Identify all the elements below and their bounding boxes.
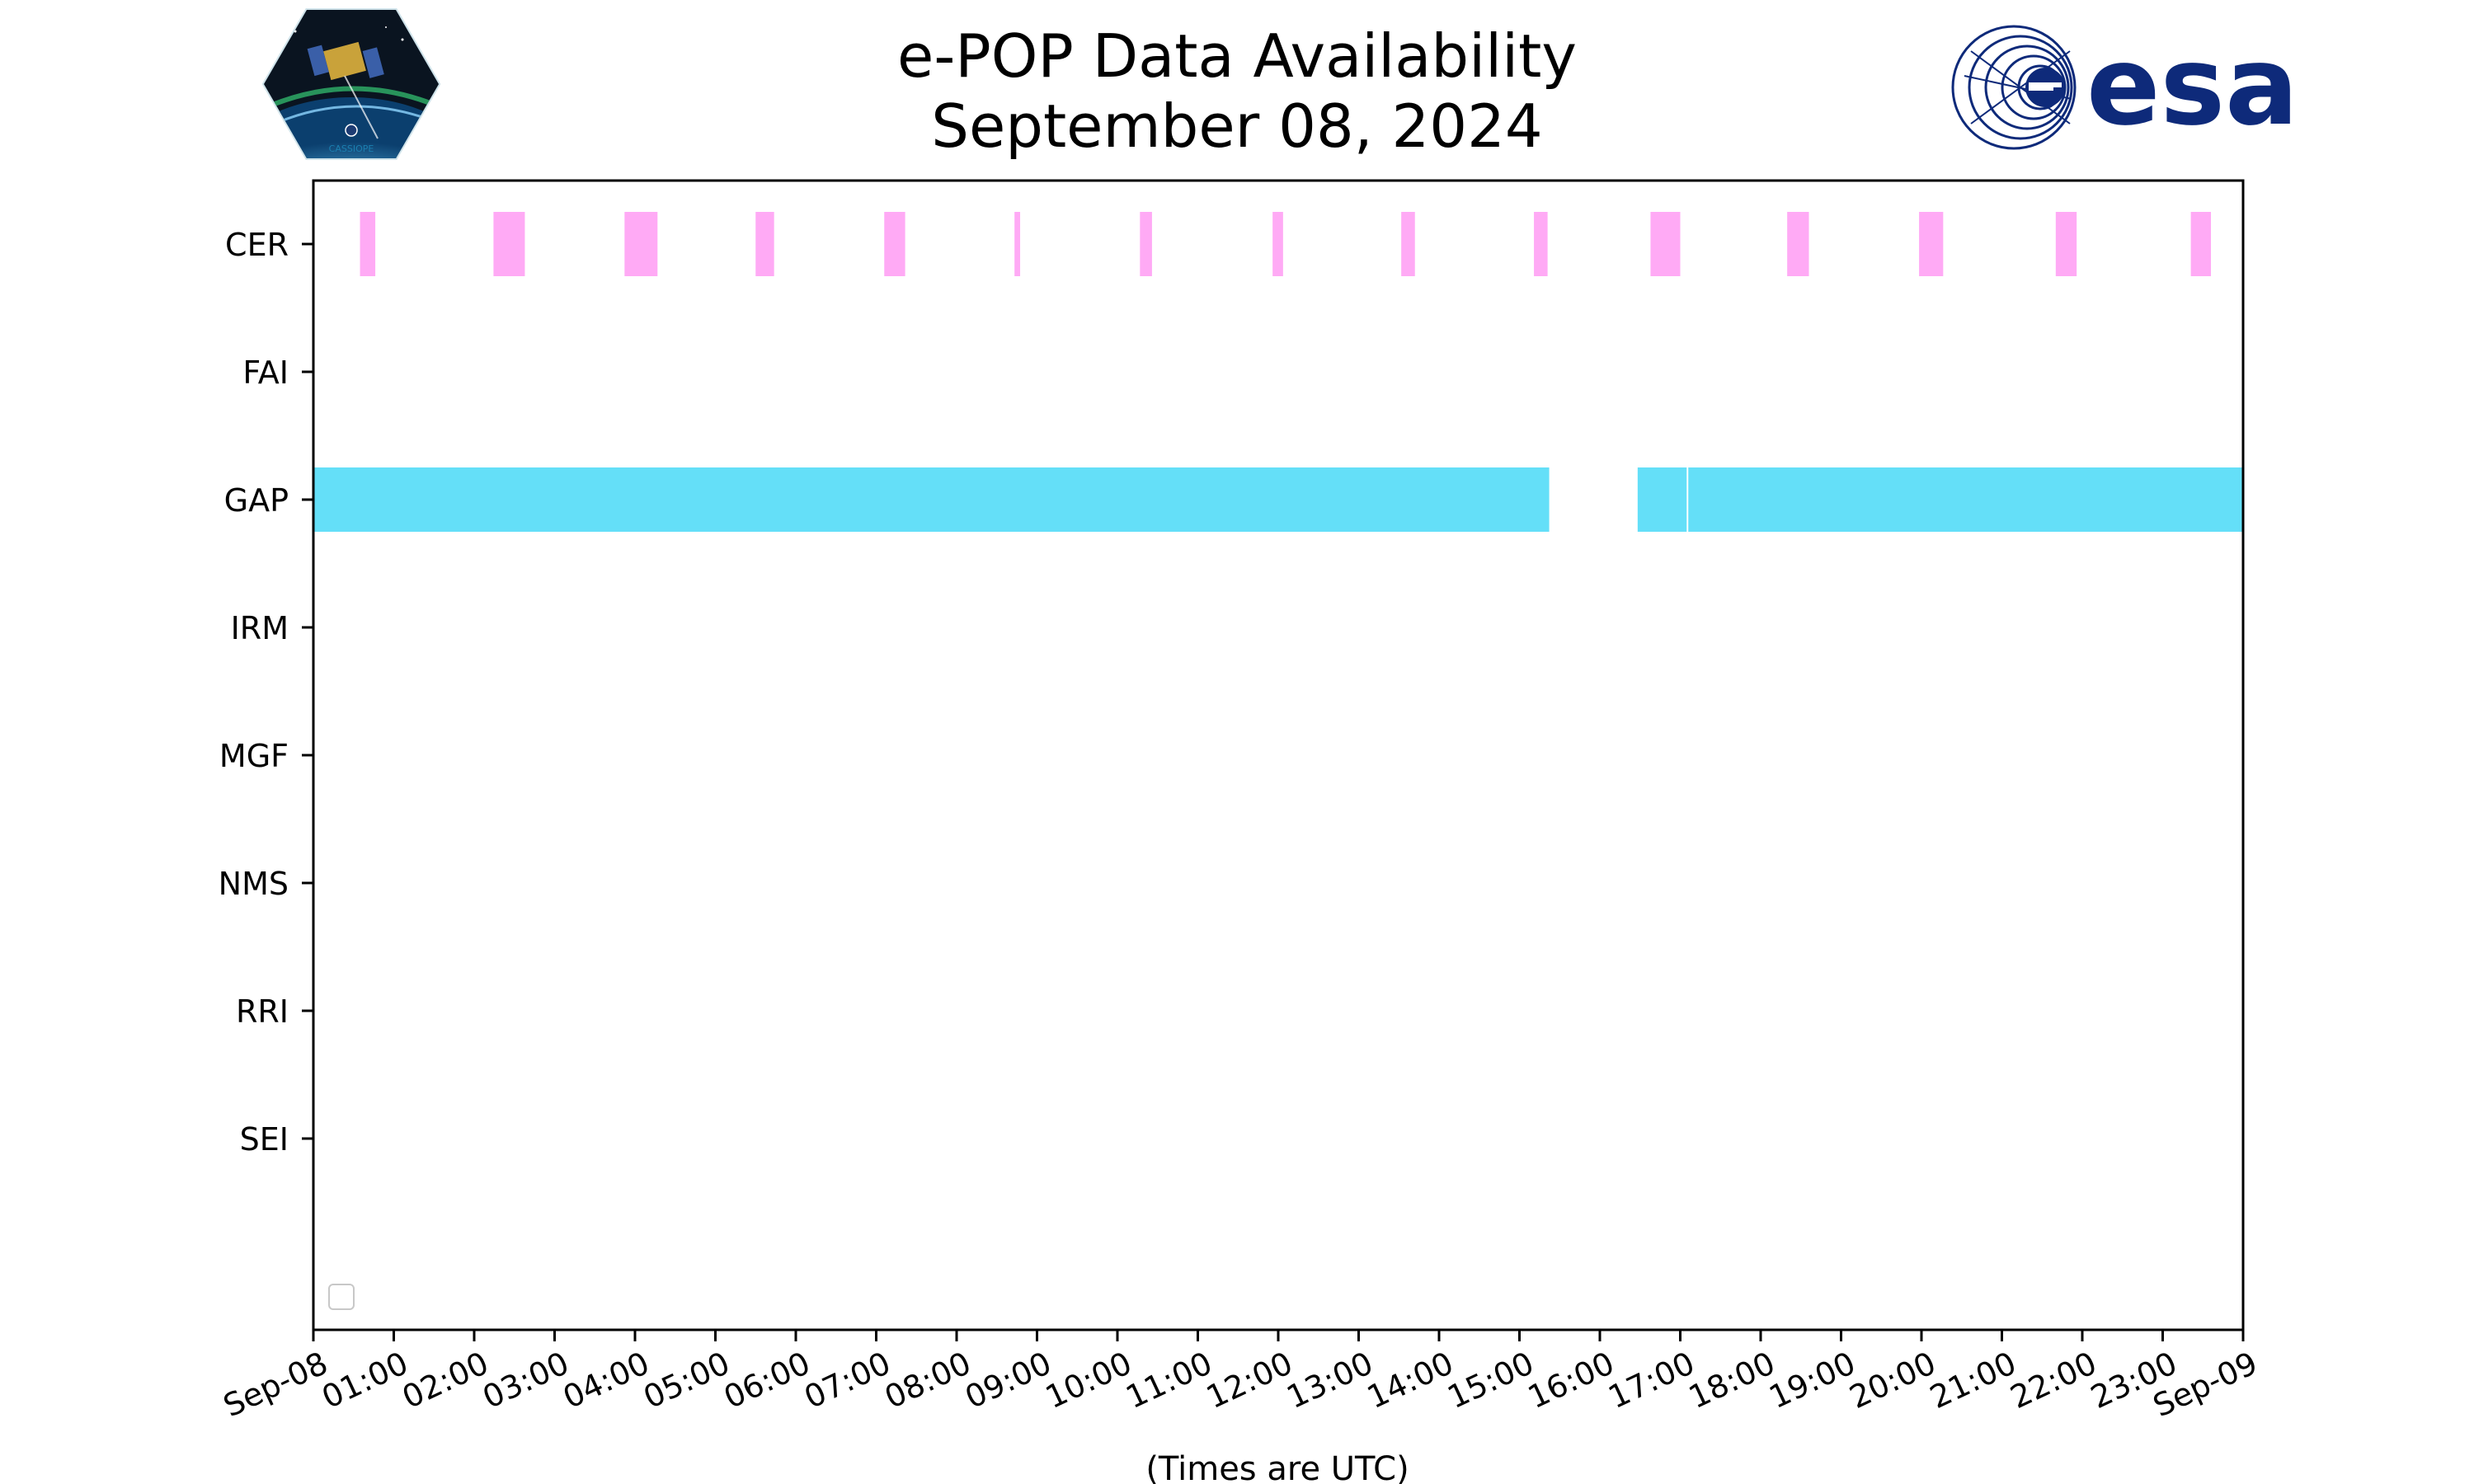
y-tick-label-fai: FAI: [242, 355, 289, 391]
x-tick-label-12: 12:00: [1201, 1345, 1298, 1416]
x-tick-label-0: Sep-08: [218, 1345, 333, 1424]
x-tick-label-13: 13:00: [1282, 1345, 1379, 1416]
bar-gap-2: [1688, 467, 2243, 532]
y-tick-label-gap: GAP: [224, 482, 289, 519]
cassiope-logo-text: CASSIOPE: [329, 143, 374, 154]
legend-box: [328, 1284, 355, 1310]
x-tick-label-21: 21:00: [1925, 1345, 2022, 1416]
y-tick-label-cer: CER: [225, 227, 289, 263]
x-tick-label-17: 17:00: [1603, 1345, 1700, 1416]
x-axis: Sep-0801:0002:0003:0004:0005:0006:0007:0…: [218, 1330, 2263, 1424]
esa-logo-text: esa: [2086, 23, 2298, 150]
bar-cer-12: [1919, 212, 1944, 276]
x-tick-label-4: 04:00: [557, 1345, 655, 1416]
bars-layer: [313, 212, 2243, 532]
bar-cer-4: [884, 212, 905, 276]
y-tick-label-mgf: MGF: [219, 738, 289, 774]
cassiope-logo-icon: CASSIOPE: [262, 8, 440, 160]
x-tick-label-2: 02:00: [397, 1345, 494, 1416]
bar-cer-0: [360, 212, 376, 276]
x-tick-label-19: 19:00: [1764, 1345, 1861, 1416]
x-tick-label-9: 09:00: [960, 1345, 1057, 1416]
x-tick-label-11: 11:00: [1121, 1345, 1218, 1416]
x-tick-label-18: 18:00: [1683, 1345, 1780, 1416]
x-tick-label-14: 14:00: [1362, 1345, 1459, 1416]
y-tick-label-nms: NMS: [219, 866, 289, 902]
chart-subtitle: September 08, 2024: [931, 92, 1543, 161]
esa-logo-icon: esa: [1951, 23, 2298, 150]
x-tick-label-15: 15:00: [1442, 1345, 1540, 1416]
bar-cer-2: [624, 212, 658, 276]
x-tick-label-7: 07:00: [799, 1345, 896, 1416]
y-tick-label-sei: SEI: [240, 1121, 289, 1158]
bar-cer-9: [1534, 212, 1548, 276]
x-tick-label-5: 05:00: [638, 1345, 736, 1416]
bar-cer-14: [2190, 212, 2211, 276]
bar-gap-1: [1637, 467, 1687, 532]
x-tick-label-16: 16:00: [1522, 1345, 1620, 1416]
x-axis-label: (Times are UTC): [1145, 1450, 1409, 1484]
chart-title: e-POP Data Availability: [897, 21, 1577, 91]
y-axis: CER FAI GAP IRM MGF NMS RRI SEI: [219, 227, 313, 1158]
x-tick-label-8: 08:00: [879, 1345, 976, 1416]
bar-cer-1: [493, 212, 525, 276]
bar-cer-11: [1787, 212, 1809, 276]
x-tick-label-3: 03:00: [477, 1345, 575, 1416]
bar-cer-8: [1401, 212, 1415, 276]
bar-cer-13: [2055, 212, 2077, 276]
x-tick-label-10: 10:00: [1040, 1345, 1137, 1416]
y-tick-label-rri: RRI: [236, 993, 289, 1030]
x-tick-label-22: 22:00: [2005, 1345, 2102, 1416]
x-tick-label-20: 20:00: [1844, 1345, 1941, 1416]
x-tick-label-1: 01:00: [317, 1345, 414, 1416]
bar-cer-5: [1014, 212, 1021, 276]
bar-cer-7: [1272, 212, 1283, 276]
plot-frame: [312, 179, 2245, 1331]
bar-cer-10: [1650, 212, 1681, 276]
bar-cer-3: [755, 212, 774, 276]
y-tick-label-irm: IRM: [231, 610, 289, 646]
x-tick-label-6: 06:00: [718, 1345, 816, 1416]
bar-gap-0: [313, 467, 1550, 532]
bar-cer-6: [1140, 212, 1152, 276]
